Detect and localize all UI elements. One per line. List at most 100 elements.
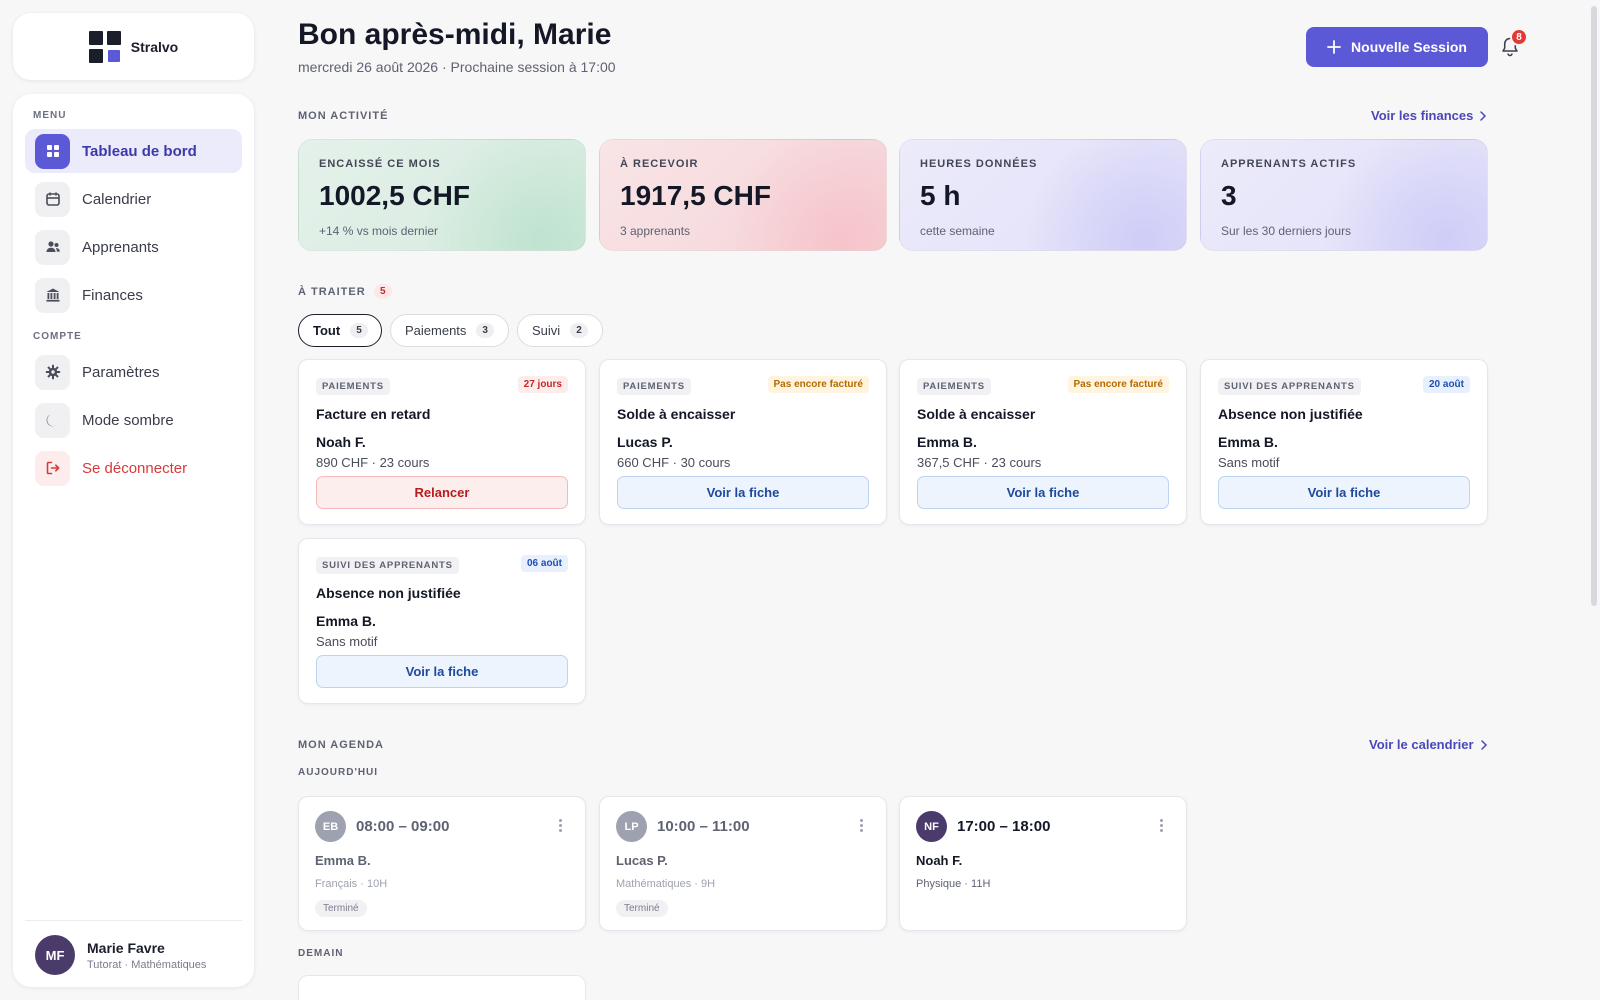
app-name: Stralvo — [130, 38, 179, 55]
task-title: Absence non justifiée — [1218, 406, 1363, 422]
sidebar-item-settings[interactable]: Paramètres — [25, 350, 242, 394]
task-tag: Pas encore facturé — [767, 376, 869, 393]
sidebar-item-logout[interactable]: Se déconnecter — [25, 446, 242, 490]
dashboard-icon — [35, 133, 70, 169]
session-subject: Mathématiques · 9H — [616, 878, 716, 890]
task-detail: 367,5 CHF · 23 cours — [917, 455, 1042, 470]
moon-icon — [35, 402, 70, 438]
sidebar-item-learners[interactable]: Apprenants — [25, 225, 242, 269]
sidebar-item-finances[interactable]: Finances — [25, 273, 242, 317]
task-card: PAIEMENTS Pas encore facturé Solde à enc… — [599, 359, 887, 525]
filter-all[interactable]: Tout 5 — [298, 314, 382, 347]
stralvo-logo-icon — [88, 30, 121, 63]
stat-value: 5 h — [920, 180, 961, 211]
task-detail: 660 CHF · 30 cours — [617, 455, 731, 470]
new-session-button[interactable]: Nouvelle Session — [1306, 27, 1488, 67]
session-time: 17:00 – 18:00 — [957, 818, 1051, 835]
session-card[interactable] — [298, 975, 586, 1000]
sidebar-section-account: COMPTE — [33, 331, 82, 342]
task-learner: Emma B. — [1218, 434, 1278, 450]
session-subject: Français · 10H — [315, 878, 388, 890]
session-card[interactable]: EB 08:00 – 09:00 Emma B. Français · 10H … — [298, 796, 586, 931]
avatar: LP — [616, 811, 647, 842]
stat-label: ENCAISSÉ CE MOIS — [319, 158, 441, 170]
more-options-icon[interactable] — [559, 819, 563, 833]
todo-count-badge: 5 — [374, 284, 392, 299]
user-name: Marie Favre — [87, 939, 165, 956]
logout-icon — [35, 450, 70, 486]
agenda-section-title: MON AGENDA — [298, 739, 384, 751]
session-learner: Emma B. — [315, 853, 371, 868]
sidebar-item-label: Calendrier — [82, 190, 152, 208]
stat-sub: +14 % vs mois dernier — [319, 224, 439, 238]
stat-label: APPRENANTS ACTIFS — [1221, 158, 1357, 170]
user-role: Tutorat · Mathématiques — [87, 958, 207, 971]
session-subject: Physique · 11H — [916, 878, 991, 890]
sidebar-item-dashboard[interactable]: Tableau de bord — [25, 129, 242, 173]
task-card: SUIVI DES APPRENANTS 06 août Absence non… — [298, 538, 586, 704]
session-card[interactable]: LP 10:00 – 11:00 Lucas P. Mathématiques … — [599, 796, 887, 931]
sidebar-item-label: Finances — [82, 286, 143, 304]
task-title: Absence non justifiée — [316, 585, 461, 601]
view-calendar-link[interactable]: Voir le calendrier — [1369, 737, 1488, 752]
new-session-label: Nouvelle Session — [1351, 39, 1467, 55]
task-tag: 20 août — [1422, 376, 1470, 393]
view-record-button[interactable]: Voir la fiche — [617, 476, 869, 509]
task-tag: Pas encore facturé — [1067, 376, 1169, 393]
stat-card-collected: ENCAISSÉ CE MOIS 1002,5 CHF +14 % vs moi… — [298, 139, 586, 251]
task-card: SUIVI DES APPRENANTS 20 août Absence non… — [1200, 359, 1488, 525]
sidebar-item-calendar[interactable]: Calendrier — [25, 177, 242, 221]
user-profile[interactable]: MF Marie Favre Tutorat · Mathématiques — [25, 920, 242, 975]
users-icon — [35, 229, 70, 265]
stat-value: 1002,5 CHF — [319, 180, 470, 211]
activity-section-title: MON ACTIVITÉ — [298, 110, 389, 122]
chevron-right-icon — [1480, 739, 1487, 750]
task-title: Solde à encaisser — [917, 406, 1036, 422]
stat-value: 1917,5 CHF — [620, 180, 771, 211]
avatar: NF — [916, 811, 947, 842]
stat-sub: Sur les 30 derniers jours — [1221, 224, 1352, 238]
gear-icon — [35, 354, 70, 390]
task-tag: 06 août — [520, 555, 568, 572]
sidebar-item-label: Apprenants — [82, 238, 159, 256]
stat-value: 3 — [1221, 180, 1237, 211]
task-detail: 890 CHF · 23 cours — [316, 455, 430, 470]
remind-button[interactable]: Relancer — [316, 476, 568, 509]
stat-card-receivable: À RECEVOIR 1917,5 CHF 3 apprenants — [599, 139, 887, 251]
view-record-button[interactable]: Voir la fiche — [917, 476, 1169, 509]
filter-payments[interactable]: Paiements 3 — [390, 314, 509, 347]
more-options-icon[interactable] — [1160, 819, 1164, 833]
avatar: EB — [315, 811, 346, 842]
filter-followup[interactable]: Suivi 2 — [517, 314, 603, 347]
filter-count: 5 — [350, 323, 368, 338]
stat-card-active-learners: APPRENANTS ACTIFS 3 Sur les 30 derniers … — [1200, 139, 1488, 251]
session-learner: Lucas P. — [616, 853, 668, 868]
notifications-button[interactable]: 8 — [1500, 28, 1528, 60]
view-record-button[interactable]: Voir la fiche — [1218, 476, 1470, 509]
task-learner: Noah F. — [316, 434, 366, 450]
sidebar-item-label: Paramètres — [82, 363, 160, 381]
task-learner: Emma B. — [316, 613, 376, 629]
more-options-icon[interactable] — [860, 819, 864, 833]
task-category: SUIVI DES APPRENANTS — [316, 557, 459, 574]
sidebar-item-dark-mode[interactable]: Mode sombre — [25, 398, 242, 442]
session-card[interactable]: NF 17:00 – 18:00 Noah F. Physique · 11H — [899, 796, 1187, 931]
stat-card-hours: HEURES DONNÉES 5 h cette semaine — [899, 139, 1187, 251]
filter-label: Tout — [313, 323, 341, 338]
brand-header[interactable]: Stralvo — [13, 13, 254, 80]
task-category: SUIVI DES APPRENANTS — [1218, 378, 1361, 395]
task-card: PAIEMENTS Pas encore facturé Solde à enc… — [899, 359, 1187, 525]
sidebar-item-label: Se déconnecter — [82, 459, 188, 477]
filter-count: 2 — [570, 323, 588, 338]
view-finances-link[interactable]: Voir les finances — [1371, 108, 1487, 123]
session-time: 08:00 – 09:00 — [356, 818, 450, 835]
task-title: Facture en retard — [316, 406, 431, 422]
sidebar-section-menu: MENU — [33, 110, 67, 121]
stat-label: À RECEVOIR — [620, 158, 699, 170]
view-record-button[interactable]: Voir la fiche — [316, 655, 568, 688]
stat-sub: 3 apprenants — [620, 224, 691, 238]
page-scrollbar[interactable] — [1591, 6, 1597, 606]
stat-sub: cette semaine — [920, 224, 995, 238]
view-finances-label: Voir les finances — [1371, 108, 1474, 123]
sidebar-item-label: Tableau de bord — [82, 142, 197, 160]
